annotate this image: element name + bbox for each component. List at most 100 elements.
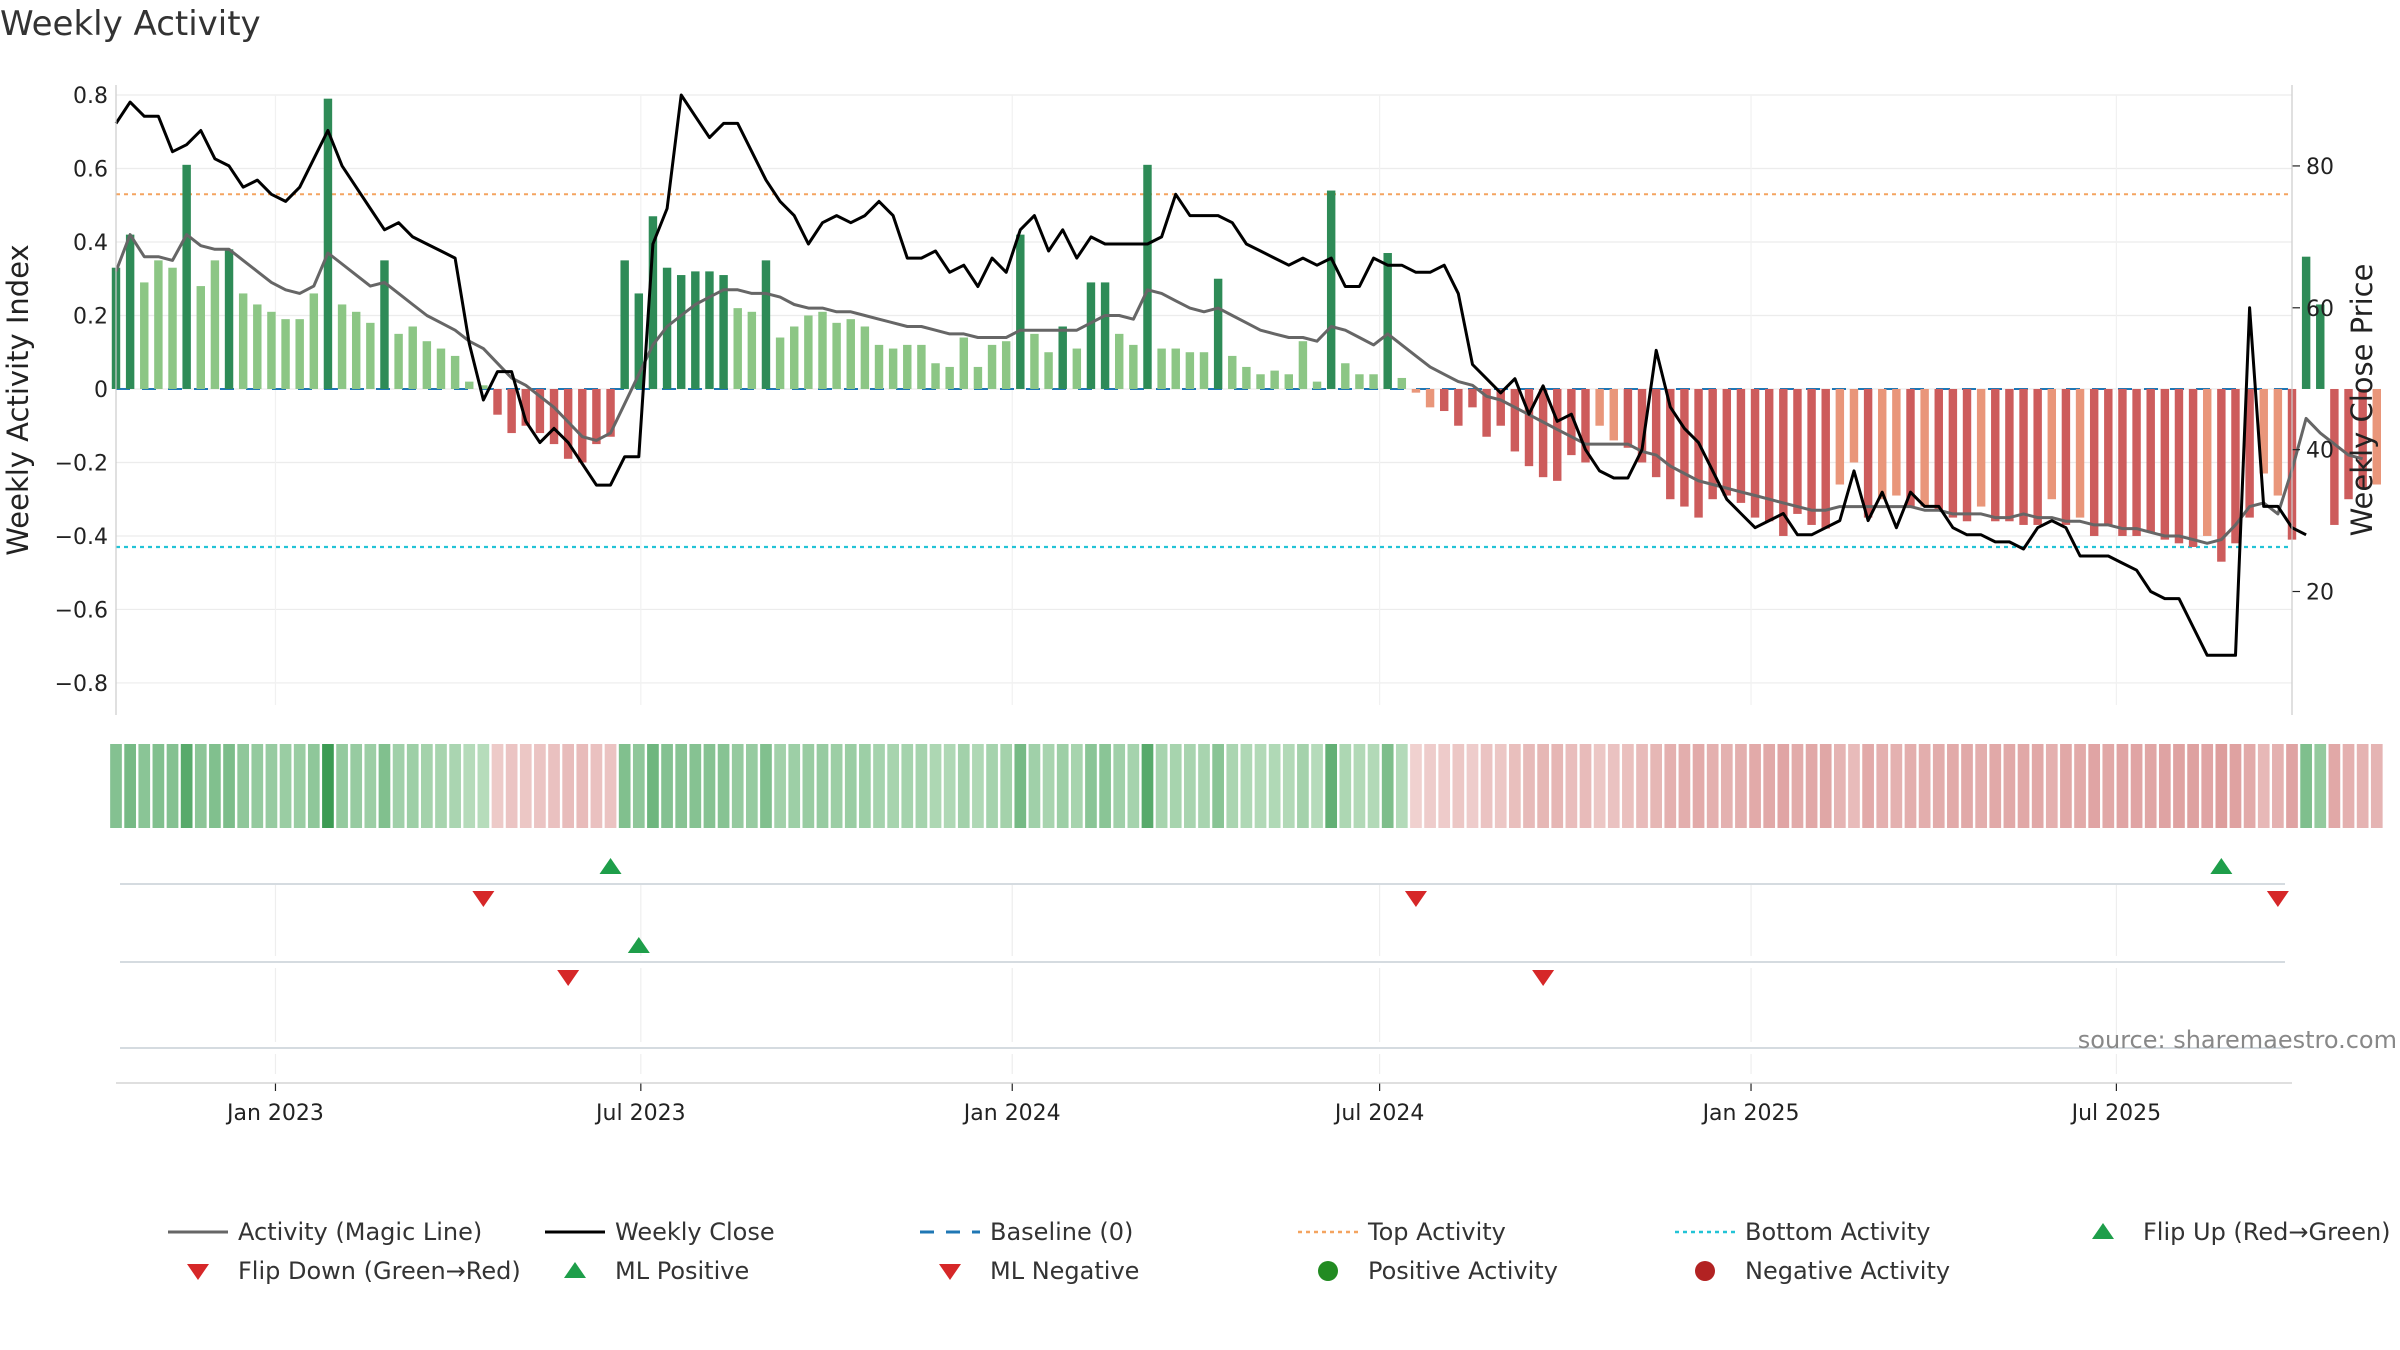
y-tick-label: 0.6 [73, 157, 108, 182]
activity-bar [733, 308, 742, 389]
legend-swatch-negative-dot [1695, 1261, 1715, 1281]
heat-strip-cell [2314, 744, 2327, 828]
activity-bar [1058, 326, 1067, 389]
y2-tick-label: 60 [2306, 297, 2334, 322]
heat-strip-cell [378, 744, 391, 828]
activity-bar [1637, 388, 1647, 463]
axes: 0.8 0.6 0.4 0.2 0 −0.2 −0.4 −0.6 −0.8 80 60 40 20 Jan… [1, 84, 2379, 1126]
heat-strip-cell [774, 744, 786, 828]
activity-bar [2104, 388, 2113, 525]
activity-bar [2358, 388, 2367, 489]
activity-bar [154, 260, 163, 389]
heat-strip-cell [986, 744, 998, 828]
heat-strip-cell [1791, 744, 1804, 828]
legend-label: ML Negative [990, 1257, 1139, 1285]
heat-strip-cell [576, 744, 589, 828]
signal-panels [120, 858, 2289, 1074]
activity-bar [1863, 388, 1873, 518]
heat-strip-cell [1395, 744, 1408, 828]
heat-strip-cell [2088, 744, 2101, 828]
activity-bar [874, 344, 884, 389]
heat-strip-cell [1212, 744, 1224, 828]
activity-bar [790, 326, 799, 389]
activity-bar [648, 216, 658, 389]
activity-bar [2061, 388, 2071, 525]
heat-strip-cell [2060, 744, 2072, 828]
y-tick-label: 0 [94, 378, 108, 403]
activity-bar [422, 341, 432, 389]
heat-strip-cell [307, 744, 320, 828]
heat-strip-cell [1692, 744, 1705, 828]
activity-bar [1651, 388, 1661, 478]
activity-bar [1086, 282, 1096, 389]
heat-strip-cell [1466, 744, 1479, 828]
x-tick-label: Jan 2024 [962, 1101, 1061, 1126]
activity-bar [253, 304, 262, 389]
heat-strip-cell [1975, 744, 1987, 828]
heat-strip-cell [661, 744, 673, 828]
activity-bar [1878, 388, 1887, 500]
heat-strip-cell [1169, 744, 1182, 828]
activity-bar [2259, 388, 2268, 474]
heat-strip-cell [2300, 744, 2312, 828]
heat-strip-cell [548, 744, 560, 828]
heat-strip-cell [618, 744, 631, 828]
heat-strip-cell [251, 744, 264, 828]
heat-strip-cell [2286, 744, 2298, 828]
heat-strip-cell [1339, 744, 1352, 828]
heat-strip-cell [1353, 744, 1366, 828]
y2-tick-label: 40 [2306, 439, 2334, 464]
activity-bar [1454, 388, 1463, 426]
activity-bar [1228, 355, 1237, 389]
heat-strip-cell [2173, 744, 2185, 828]
heat-strip-cell [1056, 744, 1069, 828]
heat-strip-cell [929, 744, 942, 828]
heat-strip-cell [1381, 744, 1394, 828]
heat-strip-cell [1805, 744, 1818, 828]
activity-bar [1835, 388, 1845, 485]
legend-label: Negative Activity [1745, 1257, 1950, 1285]
heat-strip-cell [957, 744, 970, 828]
heat-strip-cell [590, 744, 603, 828]
activity-bar [1397, 377, 1407, 389]
activity-bar [450, 355, 460, 389]
activity-bar [1510, 388, 1520, 452]
y-tick-label: −0.4 [55, 525, 108, 550]
heat-strip-cell [972, 744, 984, 828]
activity-bar [860, 326, 870, 389]
activity-bar [1185, 352, 1195, 389]
activity-bar [182, 164, 191, 389]
activity-bar [987, 344, 997, 389]
legend-swatch-down-triangle [187, 1264, 209, 1280]
activity-bar [1100, 282, 1110, 389]
heat-strip-cell [392, 744, 405, 828]
activity-bar [1468, 388, 1477, 408]
activity-bar [2372, 388, 2381, 485]
activity-bar [309, 293, 319, 389]
heat-strip-cell [1989, 744, 2002, 828]
activity-bar [1750, 388, 1760, 518]
heat-strip-cell [2272, 744, 2284, 828]
heat-strip-cell [1523, 744, 1535, 828]
activity-bar [2146, 388, 2155, 533]
heat-strip-cell [1480, 744, 1493, 828]
legend-label: Baseline (0) [990, 1218, 1133, 1246]
heat-strip-cell [477, 744, 490, 828]
heat-strip-cell [180, 744, 193, 828]
heat-strip-cell [406, 744, 419, 828]
activity-bar [436, 348, 446, 389]
heat-strip-cell [1862, 744, 1874, 828]
heat-strip-cell [675, 744, 688, 828]
activity-bar [634, 293, 644, 389]
heat-strip-cell [859, 744, 871, 828]
magic-line-series [114, 233, 2363, 545]
heat-strip-cell [2045, 744, 2058, 828]
heat-strip-cell [1819, 744, 1832, 828]
activity-bar [1355, 374, 1364, 389]
activity-bar [408, 326, 417, 389]
heat-strip-cell [279, 744, 292, 828]
legend-label: Top Activity [1367, 1218, 1506, 1246]
heat-strip-cell [435, 744, 447, 828]
activity-bar [1199, 352, 1209, 389]
